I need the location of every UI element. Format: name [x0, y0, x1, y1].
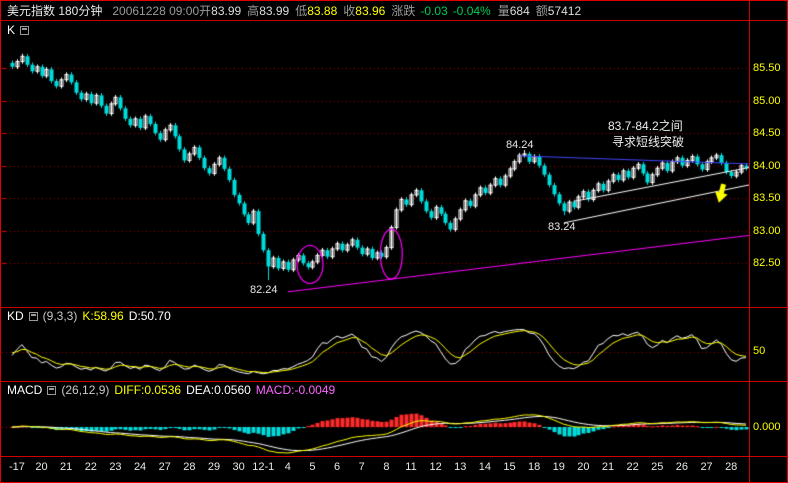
title-segment: 涨跌: [391, 4, 416, 18]
time-axis-label: 28: [725, 461, 738, 473]
kd-panel-label: KD: [7, 309, 24, 323]
main-panel-header: K: [7, 23, 30, 37]
price-axis-label: 83.00: [753, 225, 781, 237]
chart-annotation: 83.7-84.2之间: [608, 119, 683, 133]
time-axis-label: 25: [651, 461, 664, 473]
title-segment: -0.03: [420, 3, 448, 18]
time-axis-label: 4: [284, 461, 291, 473]
panel-window-icon[interactable]: [47, 386, 57, 395]
title-segment: 量: [497, 4, 510, 18]
time-axis-label: 22: [84, 461, 97, 473]
title-segment: 美元指数 180分钟: [7, 4, 103, 18]
title-segment: 开: [199, 4, 212, 18]
time-axis-label: 6: [334, 461, 341, 473]
macd-macd-value: MACD:-0.0049: [255, 383, 336, 397]
chart-annotation: 83.24: [548, 221, 576, 233]
time-axis-label: 27: [700, 461, 713, 473]
price-axis-label: 84.00: [753, 160, 781, 172]
separator-line: [1, 307, 787, 308]
time-axis-label: 12-1: [252, 461, 275, 473]
title-segment: 83.99: [259, 3, 290, 18]
macd-params: (26,12,9): [61, 383, 110, 397]
chart-annotation: 82.24: [250, 284, 278, 296]
time-axis-label: 20: [35, 461, 48, 473]
panel-window-icon[interactable]: [20, 26, 30, 35]
title-segment: 83.96: [355, 3, 386, 18]
title-segment: 83.88: [307, 3, 338, 18]
title-segment: 684: [509, 3, 530, 18]
time-axis-label: 14: [478, 461, 492, 473]
time-axis-label: 24: [133, 461, 147, 473]
kd-panel-header: KD (9,3,3) K:58.96 D:50.70: [7, 310, 171, 323]
time-axis-label: 19: [552, 461, 565, 473]
axis-separator-line: [749, 1, 750, 482]
macd-panel-label: MACD: [7, 383, 43, 397]
separator-line: [1, 456, 787, 457]
title-segment: 低: [295, 4, 308, 18]
title-segment: 20061228 09:00: [112, 3, 200, 18]
k-panel-label: K: [7, 23, 16, 37]
time-axis-label: 21: [601, 461, 615, 473]
time-axis-label: 26: [675, 461, 689, 473]
separator-line: [1, 381, 787, 382]
macd-dea-value: DEA:0.0560: [186, 383, 251, 397]
time-axis-label: 5: [309, 461, 316, 473]
price-axis-label: 83.50: [753, 192, 781, 204]
time-axis-label: 30: [232, 461, 245, 473]
title-bar: 美元指数 180分钟 20061228 09:00 开 83.99 高 83.99 低 83.…: [1, 1, 787, 20]
price-axis-label: 84.50: [753, 127, 781, 139]
time-axis-label: 11: [405, 461, 417, 473]
kd-k-value: K:58.96: [82, 309, 124, 323]
kd-indicator-canvas[interactable]: [2, 323, 749, 380]
title-segment: 高: [247, 4, 260, 18]
title-segment: 57412: [547, 3, 582, 18]
title-segment: 收: [343, 4, 356, 18]
price-axis-label: 82.50: [753, 257, 781, 269]
title-segment: -0.04%: [452, 3, 491, 18]
time-axis-label: 22: [626, 461, 639, 473]
price-axis-label: 85.50: [753, 62, 781, 74]
kd-axis-label: 50: [753, 345, 766, 357]
title-segment: 额: [535, 4, 548, 18]
macd-axis-label: 0.000: [753, 421, 781, 433]
macd-panel-header: MACD (26,12,9) DIFF:0.0536 DEA:0.0560 MA…: [7, 384, 335, 397]
time-axis-label: 21: [60, 461, 73, 473]
title-segment: 83.99: [211, 3, 242, 18]
macd-indicator-canvas[interactable]: [2, 397, 749, 455]
time-axis-label: 8: [383, 461, 390, 473]
main-chart-canvas[interactable]: [2, 21, 749, 307]
time-axis-label: 12: [429, 461, 442, 473]
price-axis-label: 85.00: [753, 95, 781, 107]
separator-line: [1, 20, 787, 21]
time-axis-label: 28: [183, 461, 196, 473]
chart-annotation: 84.24: [506, 139, 534, 151]
kd-params: (9,3,3): [42, 309, 78, 323]
kd-d-value: D:50.70: [128, 309, 171, 323]
chart-annotation: 寻求短线突破: [612, 135, 685, 149]
time-axis-label: 29: [207, 461, 221, 473]
panel-window-icon[interactable]: [28, 312, 38, 321]
time-axis-label: 7: [358, 461, 365, 473]
time-axis-label: 20: [577, 461, 590, 473]
time-axis-label: 13: [454, 461, 467, 473]
time-axis-label: 15: [503, 461, 516, 473]
time-axis-label: 23: [109, 461, 122, 473]
macd-diff-value: DIFF:0.0536: [114, 383, 182, 397]
time-axis-label: 18: [528, 461, 541, 473]
time-axis-label: 27: [158, 461, 171, 473]
time-axis-label: -17: [8, 461, 25, 473]
